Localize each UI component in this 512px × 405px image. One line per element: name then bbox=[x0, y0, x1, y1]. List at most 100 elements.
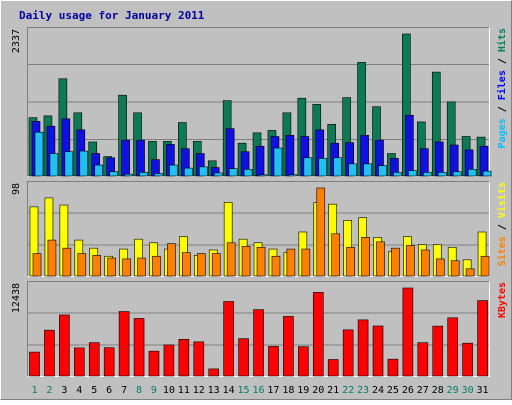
x-tick-label-day-31: 31 bbox=[477, 385, 489, 396]
plot-bevel-light bbox=[27, 281, 490, 377]
bar-sites-day-22 bbox=[346, 246, 355, 277]
bar-pages-day-5 bbox=[94, 164, 104, 177]
bar-pages-day-13 bbox=[213, 172, 223, 177]
bar-pages-day-28 bbox=[437, 172, 447, 177]
bar-pages-day-17 bbox=[273, 147, 283, 177]
legend-item-sites: Sites bbox=[496, 236, 508, 266]
bar-sites-day-27 bbox=[421, 249, 430, 277]
bar-kbytes-day-11 bbox=[178, 339, 190, 377]
x-tick-label-day-2: 2 bbox=[46, 385, 52, 396]
y-max-label: 12438 bbox=[11, 283, 22, 313]
x-tick-label-day-12: 12 bbox=[193, 385, 205, 396]
bar-pages-day-30 bbox=[467, 169, 477, 177]
bar-kbytes-day-13 bbox=[208, 368, 220, 377]
bar-sites-day-9 bbox=[152, 255, 161, 277]
bar-sites-day-11 bbox=[182, 252, 191, 277]
bar-pages-day-3 bbox=[64, 151, 74, 177]
bar-kbytes-day-19 bbox=[298, 346, 309, 377]
bar-sites-day-15 bbox=[241, 246, 251, 277]
bar-sites-day-28 bbox=[435, 258, 445, 277]
panel-3: 12438 KBytes bbox=[11, 281, 508, 377]
x-tick-label-day-30: 30 bbox=[462, 385, 474, 396]
bar-sites-day-24 bbox=[376, 241, 385, 277]
x-tick-label-day-13: 13 bbox=[208, 385, 220, 396]
bar-files-day-18 bbox=[285, 134, 295, 177]
bar-kbytes-day-24 bbox=[372, 325, 384, 377]
x-tick-label-day-28: 28 bbox=[432, 385, 444, 396]
bar-sites-day-23 bbox=[361, 237, 370, 277]
bar-files-day-26 bbox=[405, 114, 414, 177]
bar-sites-day-3 bbox=[62, 247, 72, 277]
panel-1: 2337 Pages / Files / Hits bbox=[11, 27, 508, 177]
bar-sites-day-12 bbox=[196, 253, 206, 277]
bar-kbytes-day-14 bbox=[223, 301, 234, 377]
bar-pages-day-19 bbox=[303, 157, 313, 177]
bar-pages-day-6 bbox=[109, 171, 118, 177]
bar-files-day-28 bbox=[434, 141, 444, 177]
bar-pages-day-24 bbox=[378, 165, 387, 177]
x-tick-label-day-23: 23 bbox=[357, 385, 369, 396]
bar-sites-day-8 bbox=[137, 257, 146, 277]
bar-kbytes-day-1 bbox=[29, 351, 40, 377]
bar-kbytes-day-17 bbox=[268, 346, 279, 377]
bar-kbytes-day-7 bbox=[118, 311, 130, 377]
x-tick-label-day-17: 17 bbox=[267, 385, 279, 396]
x-tick-label-day-7: 7 bbox=[121, 385, 127, 396]
legend: Sites / Visits bbox=[496, 182, 508, 266]
bar-pages-day-18 bbox=[288, 174, 298, 177]
x-tick-label-day-22: 22 bbox=[342, 385, 354, 396]
bar-kbytes-day-23 bbox=[357, 319, 369, 377]
x-tick-label-day-24: 24 bbox=[372, 385, 384, 396]
x-tick-label-day-6: 6 bbox=[106, 385, 112, 396]
bar-sites-day-5 bbox=[92, 255, 102, 277]
legend-separator: / bbox=[497, 100, 508, 118]
bar-pages-day-15 bbox=[243, 169, 253, 177]
bar-sites-day-31 bbox=[480, 255, 490, 277]
bar-pages-day-11 bbox=[184, 167, 193, 177]
plot-bevel-dark bbox=[27, 27, 490, 177]
x-tick-label-day-18: 18 bbox=[282, 385, 294, 396]
bar-pages-day-14 bbox=[228, 168, 238, 177]
bar-kbytes-day-16 bbox=[253, 309, 264, 377]
x-tick-label-day-5: 5 bbox=[91, 385, 97, 396]
bar-files-day-7 bbox=[121, 139, 130, 177]
bar-files-day-29 bbox=[449, 144, 459, 177]
plot-bevel-light bbox=[27, 181, 490, 277]
bar-sites-day-25 bbox=[391, 247, 400, 277]
bar-kbytes-day-30 bbox=[462, 342, 473, 377]
bar-kbytes-day-3 bbox=[59, 314, 70, 377]
bar-sites-day-29 bbox=[450, 260, 460, 277]
bar-sites-day-17 bbox=[271, 255, 281, 277]
bar-sites-day-30 bbox=[465, 268, 475, 277]
x-tick-label-day-27: 27 bbox=[417, 385, 429, 396]
bar-sites-day-2 bbox=[47, 239, 57, 277]
x-tick-label-day-15: 15 bbox=[238, 385, 250, 396]
bar-files-day-16 bbox=[255, 145, 265, 177]
bar-pages-day-2 bbox=[49, 153, 59, 177]
bar-kbytes-day-21 bbox=[327, 359, 339, 377]
bar-pages-day-31 bbox=[482, 170, 492, 177]
bar-pages-day-1 bbox=[34, 131, 44, 177]
bar-kbytes-day-5 bbox=[88, 342, 100, 377]
bar-pages-day-29 bbox=[452, 171, 462, 177]
legend-item-kbytes: KBytes bbox=[497, 282, 508, 318]
x-tick-label-day-20: 20 bbox=[312, 385, 324, 396]
bar-kbytes-day-10 bbox=[163, 344, 175, 377]
bar-kbytes-day-12 bbox=[193, 341, 205, 377]
bar-sites-day-13 bbox=[211, 253, 221, 277]
bar-sites-day-21 bbox=[331, 233, 341, 277]
bar-kbytes-day-2 bbox=[44, 329, 55, 377]
bar-sites-day-14 bbox=[226, 242, 236, 277]
legend: Pages / Files / Hits bbox=[496, 28, 508, 148]
bar-pages-day-20 bbox=[318, 158, 328, 177]
bar-kbytes-day-26 bbox=[402, 287, 414, 377]
legend: KBytes bbox=[497, 282, 508, 318]
bar-pages-day-12 bbox=[198, 166, 208, 177]
x-tick-label-day-14: 14 bbox=[223, 385, 235, 396]
plot-bevel-light bbox=[27, 27, 490, 177]
bar-kbytes-day-15 bbox=[238, 338, 249, 377]
bar-sites-day-1 bbox=[32, 253, 42, 277]
